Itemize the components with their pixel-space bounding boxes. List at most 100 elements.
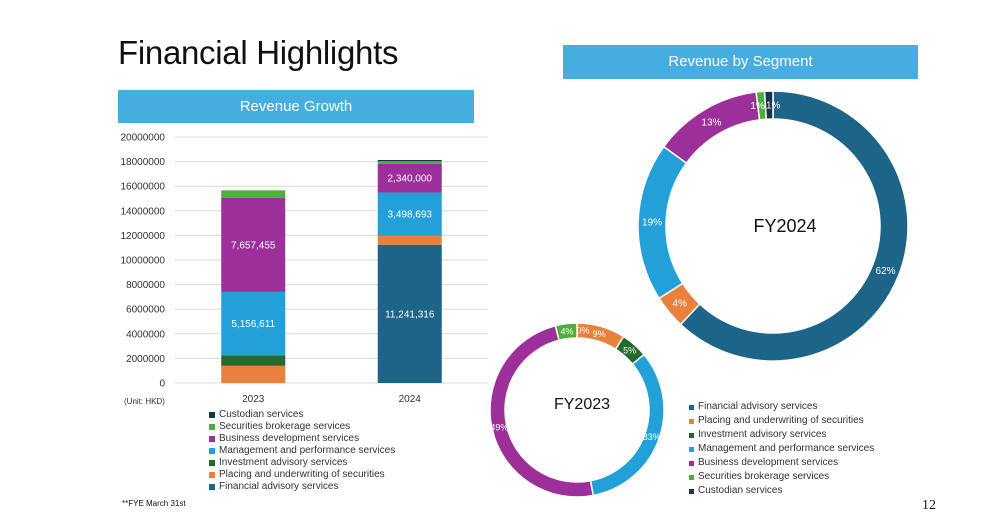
x-tick-label: 2023 xyxy=(242,394,265,405)
fy2024-center-label: FY2024 xyxy=(753,216,817,236)
legend-label: Placing and underwriting of securities xyxy=(698,415,864,426)
legend-item: Securities brokerage services xyxy=(209,421,395,433)
y-tick-label: 2000000 xyxy=(126,354,165,365)
y-tick-label: 4000000 xyxy=(126,329,165,340)
bar-2023-securities-brokerage-services xyxy=(221,190,286,198)
bar-2024-placing-and-underwriting-of-securities xyxy=(377,235,442,245)
fy2023-center-label: FY2023 xyxy=(553,396,611,413)
legend-item: Business development services xyxy=(689,456,874,470)
slice-securities-brokerage-services xyxy=(554,322,578,342)
y-tick-label: 10000000 xyxy=(121,256,166,267)
fye-footnote: **FYE March 31st xyxy=(122,499,186,508)
slice-label: 9% xyxy=(593,329,606,339)
bar-2023-business-development-services xyxy=(221,197,286,292)
bar-chart-legend: Custodian services Securities brokerage s… xyxy=(209,409,395,493)
revenue-by-segment-banner: Revenue by Segment xyxy=(563,45,918,79)
legend-label: Investment advisory services xyxy=(698,429,827,440)
legend-swatch xyxy=(689,488,694,494)
slice-label: 1% xyxy=(750,101,765,112)
slice-label: 1% xyxy=(766,101,781,112)
bar-data-label: 11,241,316 xyxy=(385,309,435,320)
revenue-growth-banner: Revenue Growth xyxy=(118,90,474,123)
y-tick-label: 6000000 xyxy=(126,305,165,316)
legend-label: Business development services xyxy=(698,457,839,468)
legend-label: Custodian services xyxy=(698,485,783,496)
unit-label: (Unit: HKD) xyxy=(124,397,165,406)
bar-data-label: 7,657,455 xyxy=(231,240,276,251)
bar-2024-business-development-services xyxy=(377,163,442,193)
slice-label: 0% xyxy=(576,326,589,336)
legend-swatch xyxy=(689,460,694,466)
legend-item: Securities brokerage services xyxy=(689,470,874,484)
bar-2024-management-and-performance-services xyxy=(377,192,442,236)
legend-swatch xyxy=(689,404,694,410)
slice-label: 19% xyxy=(642,218,662,229)
y-tick-label: 18000000 xyxy=(121,157,166,168)
legend-label: Securities brokerage services xyxy=(219,421,351,432)
legend-item: Management and performance services xyxy=(209,445,395,457)
bar-data-label: 5,156,611 xyxy=(231,319,275,330)
legend-item: Business development services xyxy=(209,433,395,445)
legend-label: Management and performance services xyxy=(219,445,396,456)
slice-label: 4% xyxy=(561,326,574,336)
legend-swatch xyxy=(689,446,694,452)
legend-label: Placing and underwriting of securities xyxy=(219,469,385,480)
legend-item: Custodian services xyxy=(209,409,395,421)
bar-2023-investment-advisory-services xyxy=(221,355,286,366)
legend-swatch xyxy=(689,418,694,424)
y-tick-label: 14000000 xyxy=(121,206,166,217)
legend-label: Management and performance services xyxy=(698,443,875,454)
y-tick-label: 20000000 xyxy=(121,133,166,144)
legend-swatch xyxy=(209,424,215,430)
slice-management-and-performance-services xyxy=(589,353,665,497)
y-tick-label: 0 xyxy=(159,379,165,390)
bar-2024-securities-brokerage-services xyxy=(377,161,442,164)
y-tick-label: 16000000 xyxy=(121,182,166,193)
slice-label: 5% xyxy=(623,346,636,356)
legend-item: Financial advisory services xyxy=(689,400,874,414)
bar-2023-management-and-performance-services xyxy=(221,291,286,356)
bar-2024-financial-advisory-services xyxy=(377,244,442,383)
slice-financial-advisory-services xyxy=(679,90,909,362)
legend-swatch xyxy=(209,412,215,418)
bar-2024-custodian-services xyxy=(377,160,442,162)
slice-label: 62% xyxy=(875,266,895,277)
legend-label: Custodian services xyxy=(219,409,304,420)
legend-swatch xyxy=(209,484,215,490)
legend-item: Placing and underwriting of securities xyxy=(689,414,874,428)
legend-label: Business development services xyxy=(219,433,360,444)
slice-label: 4% xyxy=(673,299,688,310)
page-number: 12 xyxy=(922,498,936,513)
legend-swatch xyxy=(689,474,694,480)
bar-data-label: 2,340,000 xyxy=(388,174,433,185)
legend-label: Financial advisory services xyxy=(219,481,339,492)
legend-label: Financial advisory services xyxy=(698,401,818,412)
slice-label: 13% xyxy=(701,117,721,128)
legend-item: Financial advisory services xyxy=(209,481,395,493)
slice-label: 33% xyxy=(643,432,661,442)
x-tick-label: 2024 xyxy=(399,394,422,405)
legend-item: Placing and underwriting of securities xyxy=(209,469,395,481)
legend-swatch xyxy=(209,436,215,442)
bar-data-label: 3,498,693 xyxy=(388,209,433,220)
legend-swatch xyxy=(209,472,215,478)
legend-item: Investment advisory services xyxy=(209,457,395,469)
legend-item: Management and performance services xyxy=(689,442,874,456)
y-tick-label: 12000000 xyxy=(121,231,166,242)
slice-label: 49% xyxy=(490,422,508,432)
y-tick-label: 8000000 xyxy=(126,280,165,291)
legend-item: Investment advisory services xyxy=(689,428,874,442)
slice-custodian-services xyxy=(763,90,774,121)
legend-swatch xyxy=(689,432,694,438)
bar-2023-placing-and-underwriting-of-securities xyxy=(221,365,286,383)
page-title: Financial Highlights xyxy=(118,34,399,71)
legend-swatch xyxy=(209,460,215,466)
legend-label: Investment advisory services xyxy=(219,457,348,468)
legend-label: Securities brokerage services xyxy=(698,471,830,482)
legend-item: Custodian services xyxy=(689,484,874,498)
segment-legend: Financial advisory services Placing and u… xyxy=(689,400,874,498)
legend-swatch xyxy=(209,448,215,454)
